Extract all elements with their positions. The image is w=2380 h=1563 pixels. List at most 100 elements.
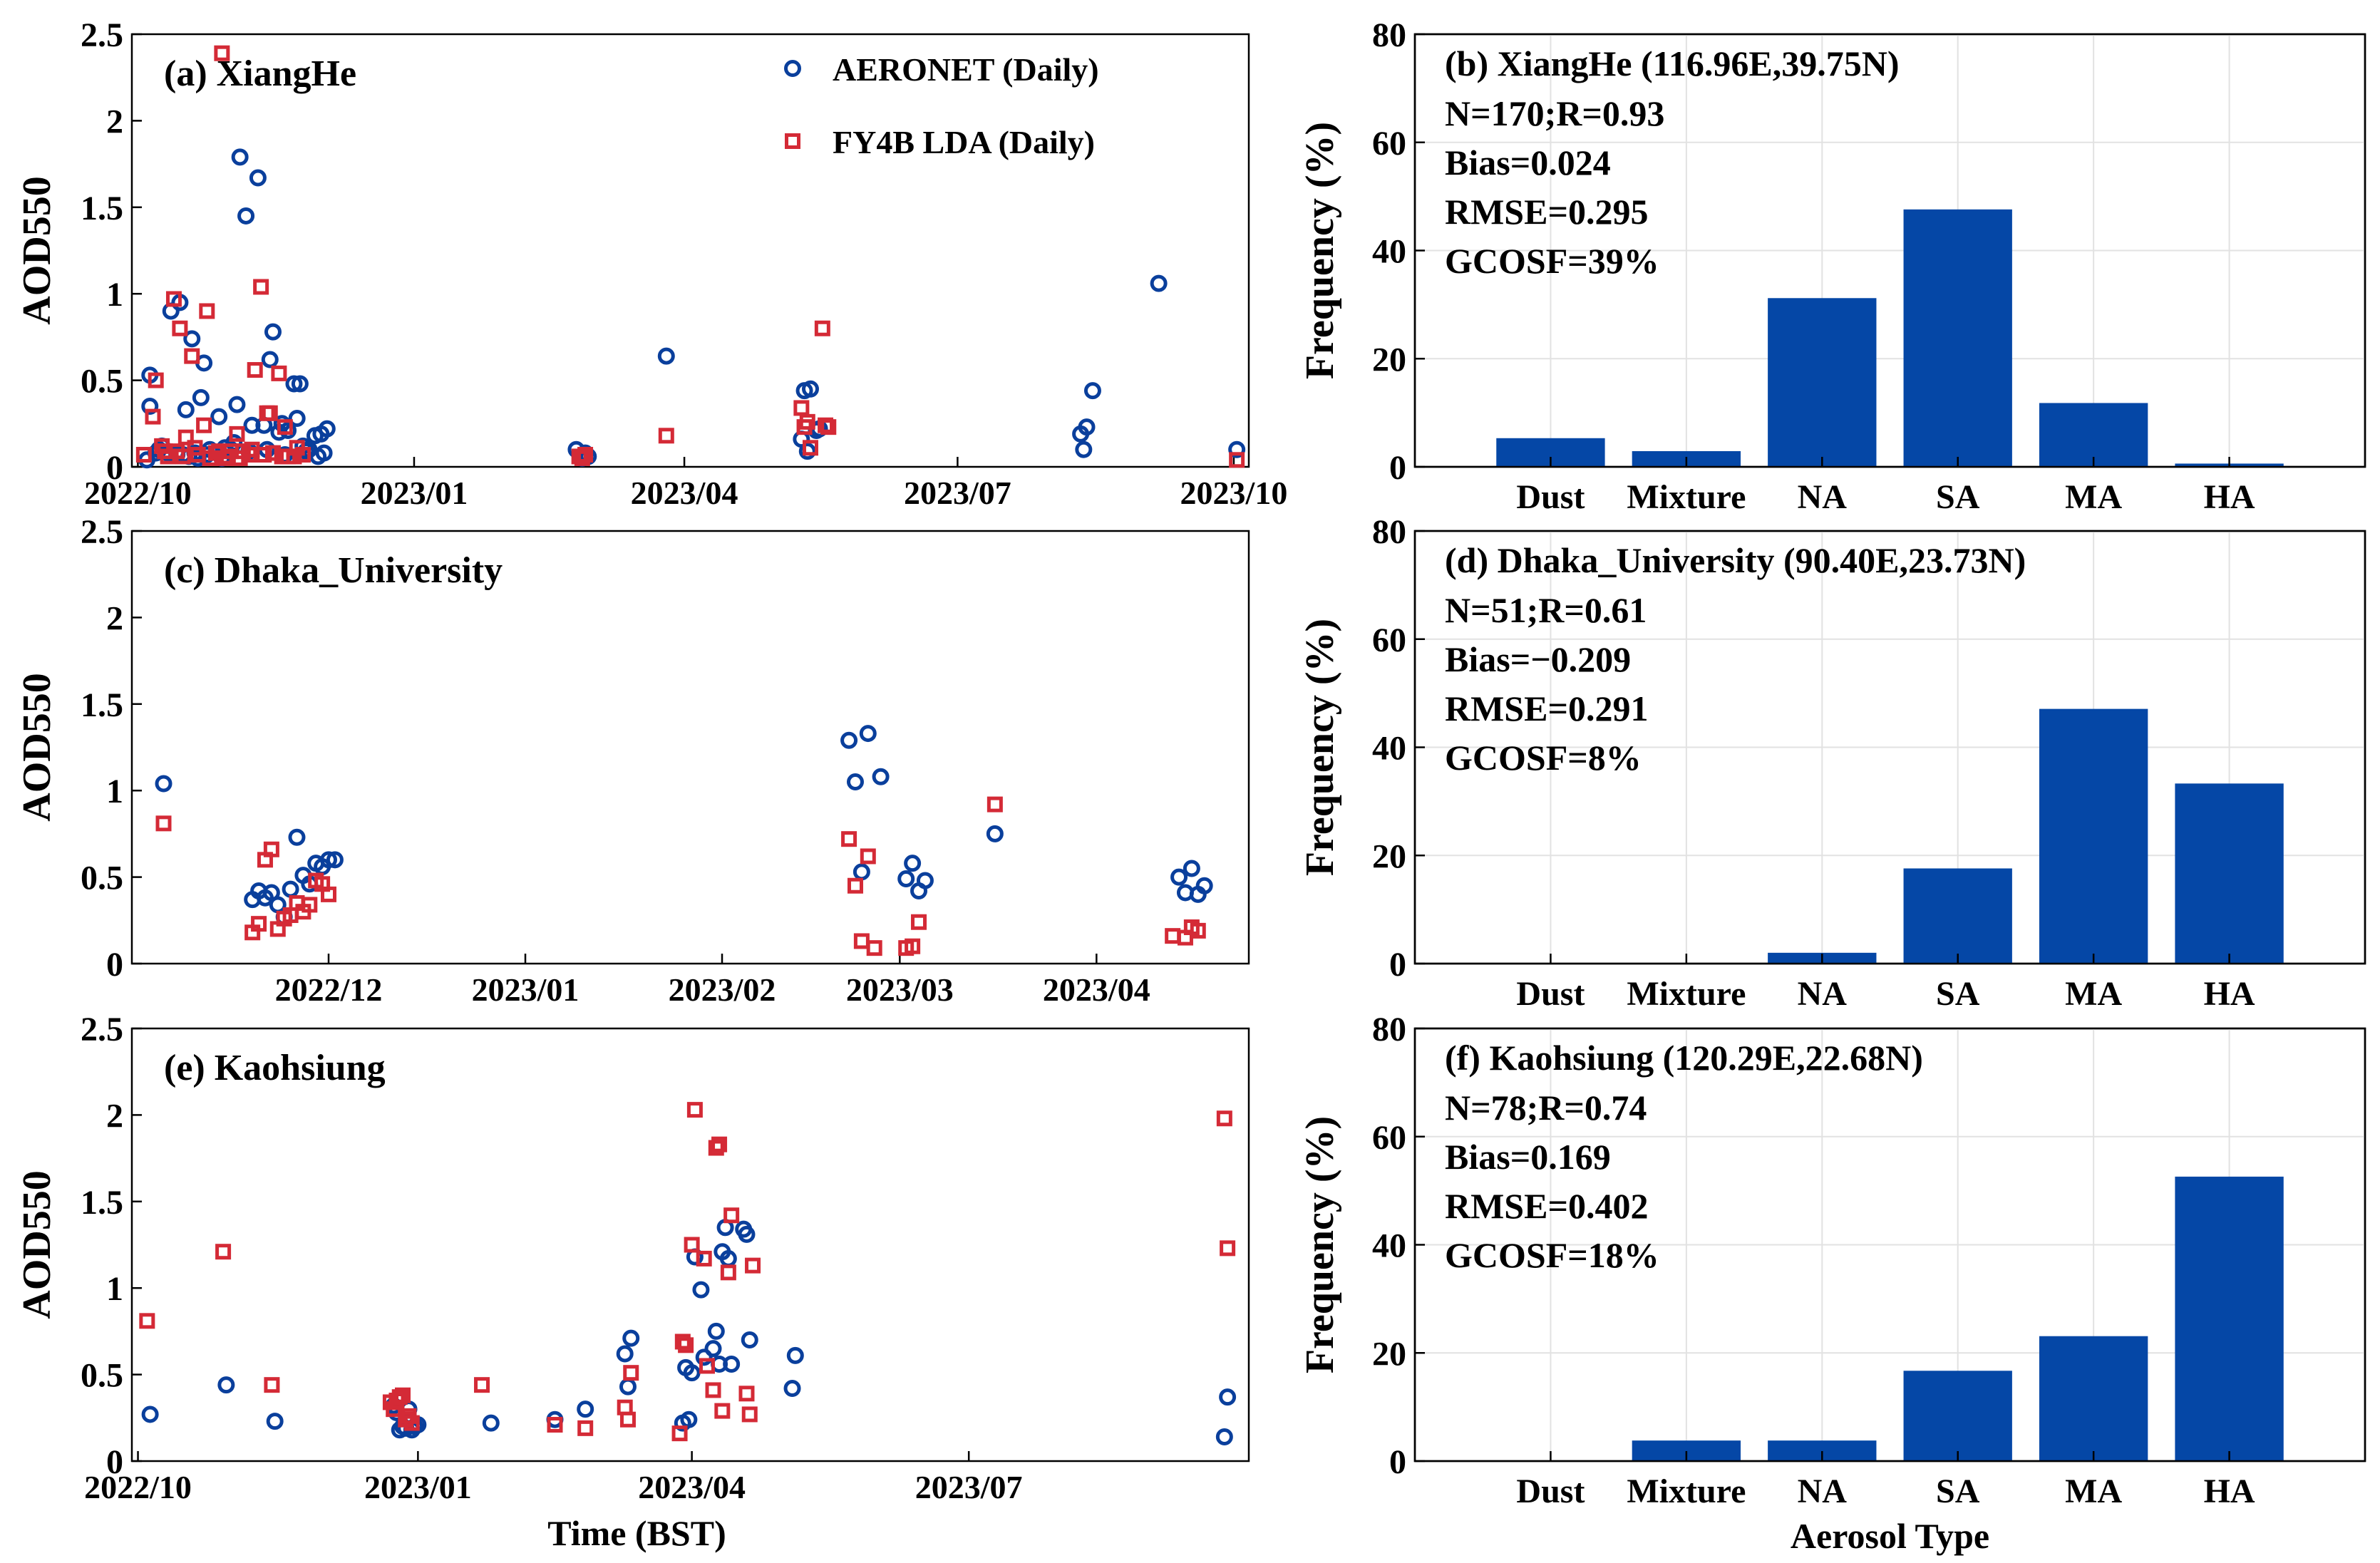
ts_e-fy4b-point (686, 1102, 703, 1118)
ts_c-title: (c) Dhaka_University (164, 550, 503, 591)
bar_f-xtick-label: MA (2065, 1472, 2122, 1510)
bar_f-frame (1413, 1027, 2366, 1463)
ts_e-fy4b-point (671, 1425, 688, 1442)
ts_e-aeronet-point (783, 1380, 801, 1398)
ts_a-aeronet-point (210, 408, 228, 425)
ts_e-fy4b-point (215, 1244, 232, 1260)
ts_c-ylabel: AOD550 (15, 673, 59, 821)
bar_d-bar-sa (1903, 868, 2012, 964)
ts_a-aeronet-point (1078, 418, 1096, 436)
ts_c-ytick-label: 0 (106, 946, 123, 984)
ts_e-aeronet-point (723, 1356, 741, 1373)
ts_a-aeronet-point (801, 380, 819, 398)
bar_d-ytick-label: 20 (1372, 837, 1406, 875)
bar_f-ytick-label: 60 (1372, 1119, 1406, 1157)
ts_a-xtick-label: 2023/01 (361, 475, 468, 511)
bar_d-xtick-label: MA (2065, 975, 2122, 1013)
ts_c-xtick-label: 2023/02 (669, 971, 776, 1008)
ts_c-aeronet-point (904, 855, 922, 872)
ts_e-ytick-label: 1.5 (81, 1184, 123, 1222)
bar_d-stat-0: N=51;R=0.61 (1445, 590, 1647, 630)
bar_b-bar-sa (1903, 209, 2012, 467)
ts_e-fy4b-point (741, 1406, 758, 1423)
ts_a-xtick-label: 2023/10 (1180, 475, 1288, 511)
ts_a-fy4b-point (799, 413, 815, 430)
ts_e-ytick-label: 0 (106, 1443, 123, 1481)
ts_c-ytick-label: 1.5 (81, 686, 123, 724)
ts_c-aeronet-point (897, 870, 915, 888)
ts_e-fy4b-point (623, 1365, 639, 1381)
ts_e-xlabel: Time (BST) (547, 1513, 726, 1553)
ts_c-fy4b-point (866, 940, 882, 956)
ts_a-aeronet-point (1228, 440, 1246, 458)
ts_c-aeronet-point (155, 775, 172, 793)
bar_f-stat-3: GCOSF=18% (1445, 1235, 1659, 1275)
bar_b-stat-3: GCOSF=39% (1445, 241, 1659, 281)
ts_e-aeronet-point (692, 1281, 710, 1299)
bar_f-xtick-label: HA (2204, 1472, 2255, 1510)
ts_a-aeronet-point (231, 148, 249, 166)
ts_c-aeronet-point (326, 851, 344, 869)
ts_c-fy4b-point (302, 897, 318, 913)
ts_a-fy4b-point (271, 365, 287, 381)
ts_c-aeronet-point (859, 725, 877, 743)
bar_b-ytick-label: 20 (1372, 341, 1406, 378)
bar_f-xtick-label: NA (1798, 1472, 1848, 1510)
ts_a-ytick-label: 1 (106, 276, 123, 314)
panel-d-histogram: 0 20 40 60 80 Frequency (%) Dust Mixture NA SA MA H… (1298, 513, 2366, 1013)
ts_c-aeronet-point (916, 872, 934, 889)
bar_d-bar-ma (2039, 708, 2148, 964)
bar_d-stat-3: GCOSF=8% (1445, 738, 1642, 778)
ts_e-plot-area (130, 1027, 1250, 1463)
bar_f-ytick-label: 40 (1372, 1227, 1406, 1265)
bar_f-xtick-label: Dust (1516, 1472, 1585, 1510)
ts_c-aeronet-point (872, 768, 890, 785)
ts_c-aeronet-point (1170, 868, 1188, 886)
ts_e-aeronet-point (1215, 1428, 1233, 1446)
ts_e-fy4b-point (699, 1358, 715, 1374)
ts_c-ytick-label: 2 (106, 599, 123, 637)
ts_c-aeronet-point (846, 773, 864, 791)
bar_f-xtick-label: SA (1936, 1472, 1980, 1510)
bar_b-ytick-label: 40 (1372, 233, 1406, 271)
ts_a-aeronet-point (318, 420, 336, 438)
bar_d-ytick-label: 40 (1372, 730, 1406, 768)
ts_a-aeronet-point (279, 422, 297, 440)
bar_b-ylabel: Frequency (%) (1298, 122, 1342, 379)
ts_c-ytick-label: 0.5 (81, 860, 123, 897)
bar_f-ytick-label: 0 (1389, 1443, 1406, 1481)
bar_b-frame (1413, 33, 2366, 468)
ts_e-aeronet-point (707, 1322, 725, 1340)
legend-aeronet-marker (784, 60, 801, 77)
ts_a-aeronet-point (183, 330, 201, 348)
ts_c-fy4b-point (905, 938, 921, 954)
bar_d-xtick-label: NA (1798, 975, 1848, 1013)
ts_a-fy4b-point (295, 447, 311, 463)
ts_a-ytick-label: 0.5 (81, 363, 123, 401)
bar_b-stat-1: Bias=0.024 (1445, 143, 1611, 182)
ts_e-fy4b-point (577, 1420, 594, 1436)
ts_e-xtick-label: 2022/10 (84, 1469, 192, 1505)
ts_e-fy4b-point (395, 1387, 411, 1403)
legend-fy4b-marker (785, 133, 800, 149)
ts_a-xtick-label: 2023/04 (631, 475, 738, 511)
ts_e-fy4b-point (711, 1136, 728, 1152)
bar_f-title: (f) Kaohsiung (120.29E,22.68N) (1445, 1038, 1923, 1078)
ts_a-aeronet-point (249, 169, 267, 187)
bar_b-bar-ma (2039, 403, 2148, 467)
bar_d-ytick-label: 80 (1372, 513, 1406, 551)
bar_f-ytick-label: 20 (1372, 1335, 1406, 1373)
ts_a-ytick-label: 2.5 (81, 16, 123, 54)
ts_e-fy4b-point (619, 1411, 636, 1428)
ts_e-fy4b-point (720, 1264, 736, 1281)
ts_a-aeronet-point (228, 396, 246, 413)
panel-e-timeseries: 0 0.5 1 1.5 2 2.5 AOD550 2022/10 2023/01 2023/04 2… (15, 1011, 1250, 1553)
ts_c-fy4b-point (911, 914, 927, 930)
bar_b-ytick-label: 60 (1372, 125, 1406, 163)
ts_a-fy4b-point (262, 405, 278, 421)
ts_a-aeronet-point (798, 443, 816, 460)
bar_f-xtick-label: Mixture (1627, 1472, 1746, 1510)
ts_c-aeronet-point (986, 825, 1004, 842)
ts_a-xtick-label: 2023/07 (904, 475, 1011, 511)
bar_b-xtick-label: Dust (1516, 478, 1585, 516)
